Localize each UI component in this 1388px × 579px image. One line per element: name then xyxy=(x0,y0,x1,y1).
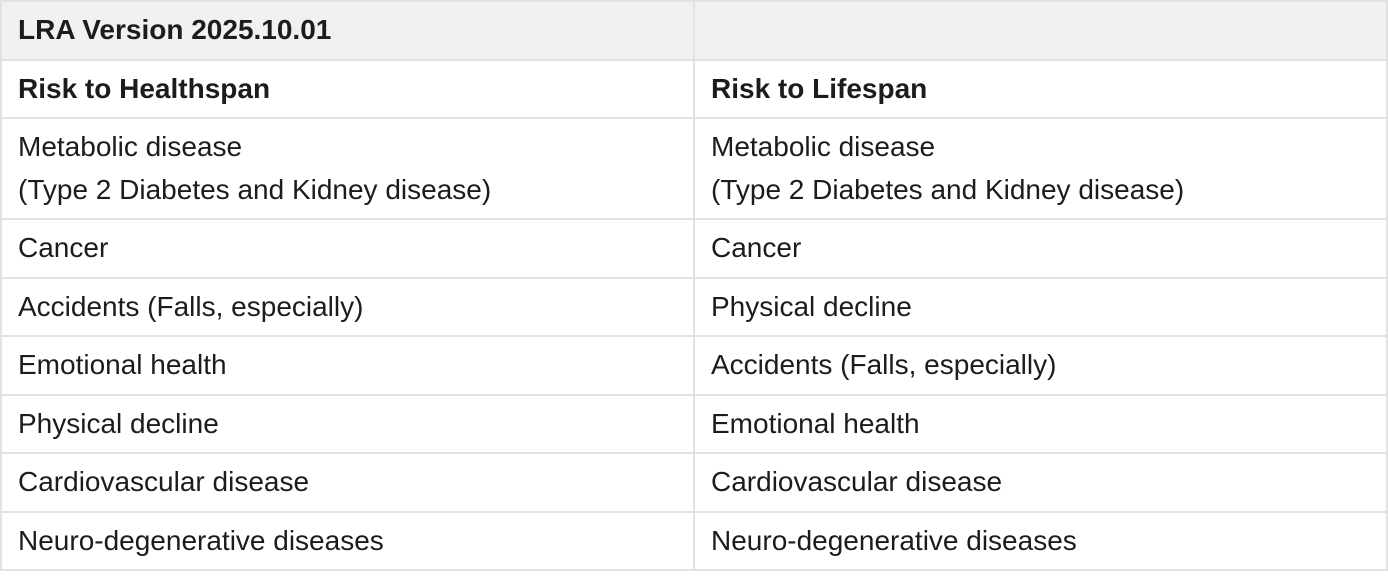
cell-lifespan: Cardiovascular disease xyxy=(693,452,1388,513)
table-row: Emotional health Accidents (Falls, espec… xyxy=(0,335,1388,396)
table-row: Cancer Cancer xyxy=(0,218,1388,279)
table-row: Accidents (Falls, especially) Physical d… xyxy=(0,276,1388,338)
table-row: Cardiovascular disease Cardiovascular di… xyxy=(0,452,1388,513)
cell-lifespan: Emotional health xyxy=(693,393,1388,455)
column-header-lifespan: Risk to Lifespan xyxy=(693,58,1388,120)
table-title-empty-cell xyxy=(693,0,1388,61)
cell-healthspan: Emotional health xyxy=(0,335,695,396)
cell-healthspan: Metabolic disease (Type 2 Diabetes and K… xyxy=(0,117,695,221)
cell-lifespan: Cancer xyxy=(693,218,1388,279)
table-row: Metabolic disease (Type 2 Diabetes and K… xyxy=(0,117,1388,221)
cell-healthspan: Neuro-degenerative diseases xyxy=(0,510,695,572)
cell-lifespan: Metabolic disease (Type 2 Diabetes and K… xyxy=(693,117,1388,221)
cell-healthspan: Cardiovascular disease xyxy=(0,452,695,513)
column-header-healthspan: Risk to Healthspan xyxy=(0,58,695,120)
cell-healthspan: Cancer xyxy=(0,218,695,279)
cell-lifespan: Accidents (Falls, especially) xyxy=(693,335,1388,396)
table-title: LRA Version 2025.10.01 xyxy=(0,0,695,61)
table-row: Physical decline Emotional health xyxy=(0,393,1388,455)
cell-lifespan: Neuro-degenerative diseases xyxy=(693,510,1388,572)
cell-lifespan: Physical decline xyxy=(693,276,1388,338)
table-title-row: LRA Version 2025.10.01 xyxy=(0,0,1388,61)
table-row: Neuro-degenerative diseases Neuro-degene… xyxy=(0,510,1388,572)
column-header-row: Risk to Healthspan Risk to Lifespan xyxy=(0,58,1388,120)
cell-healthspan: Accidents (Falls, especially) xyxy=(0,276,695,338)
cell-healthspan: Physical decline xyxy=(0,393,695,455)
